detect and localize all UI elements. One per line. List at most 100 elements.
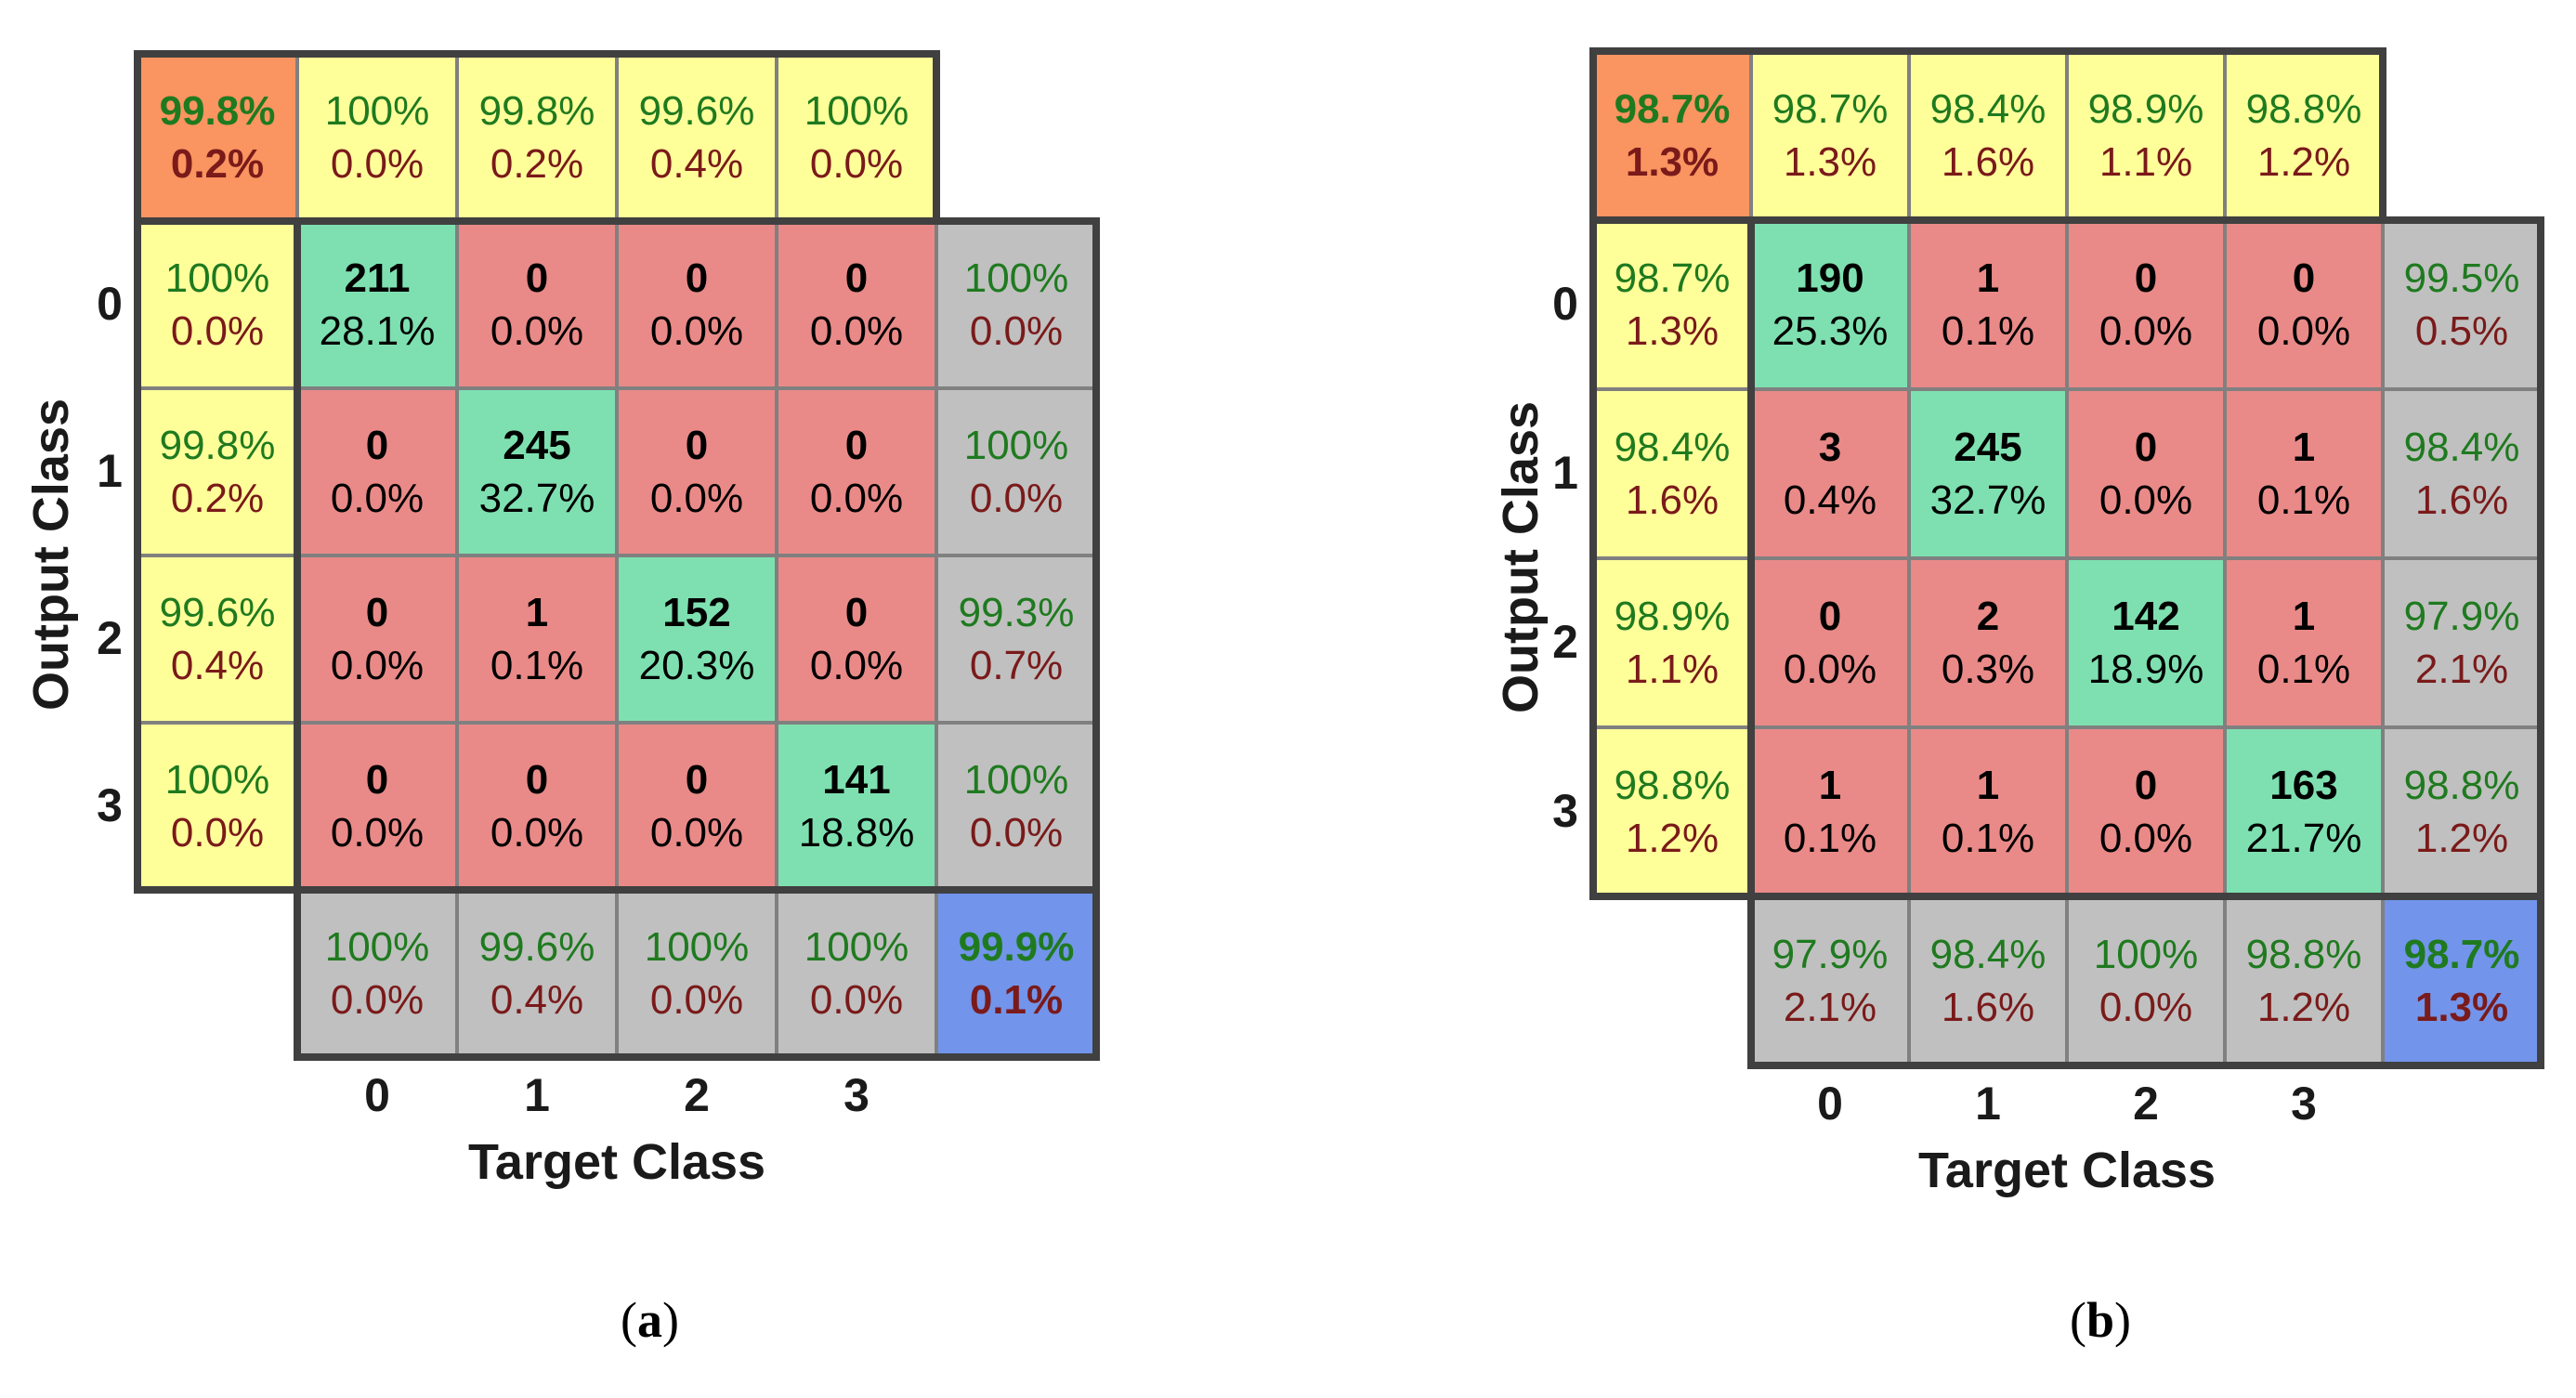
top-summary-cell-text: 0.2% bbox=[490, 141, 584, 187]
bottom-summary-cell-text: 98.4% bbox=[1929, 931, 2046, 977]
off-diagonal-cell-text: 0 bbox=[844, 255, 869, 301]
right-summary-cell-text: 97.9% bbox=[2403, 593, 2520, 639]
off-diagonal-cell-text: 0.1% bbox=[1783, 816, 1877, 861]
top-summary-cell-text: 99.8% bbox=[478, 87, 595, 134]
top-summary-cell-text: 100% bbox=[804, 87, 909, 134]
left-summary-cell-text: 100% bbox=[164, 756, 270, 803]
bottom-summary-cell: 100% 0.0% bbox=[777, 890, 936, 1057]
bottom-summary-cell-text: 100% bbox=[644, 923, 750, 970]
right-summary-cell-text: 2.1% bbox=[2414, 647, 2509, 692]
diagonal-cell: 152 20.3% bbox=[617, 555, 777, 723]
top-summary-cell-text: 98.4% bbox=[1929, 85, 2046, 132]
right-summary-cell-text: 98.4% bbox=[2403, 424, 2520, 470]
output-class-tick: 3 bbox=[1552, 785, 1578, 837]
right-summary-cell-text: 98.8% bbox=[2403, 762, 2520, 808]
output-class-tick: 1 bbox=[97, 445, 123, 497]
diagonal-cell-text: 18.9% bbox=[2087, 647, 2204, 692]
left-summary-cell-text: 99.8% bbox=[159, 422, 276, 468]
off-diagonal-cell-text: 1 bbox=[525, 589, 549, 635]
left-summary-cell: 99.8% 0.2% bbox=[137, 388, 297, 555]
overall-accuracy-cell: 98.7% 1.3% bbox=[2383, 896, 2541, 1065]
right-summary-cell: 100% 0.0% bbox=[936, 221, 1096, 388]
overall-accuracy-cell: 99.9% 0.1% bbox=[936, 890, 1096, 1057]
left-summary-cell: 98.7% 1.3% bbox=[1593, 220, 1751, 389]
diagonal-cell: 142 18.9% bbox=[2067, 558, 2225, 727]
diagonal-cell-text: 32.7% bbox=[1929, 477, 2046, 523]
diagonal-cell: 245 32.7% bbox=[457, 388, 617, 555]
off-diagonal-cell-text: 0 bbox=[525, 756, 549, 803]
off-diagonal-cell-text: 0.4% bbox=[1783, 477, 1877, 523]
output-class-tick: 0 bbox=[1552, 278, 1578, 330]
off-diagonal-cell: 1 0.1% bbox=[457, 555, 617, 723]
bottom-summary-cell-text: 97.9% bbox=[1772, 931, 1889, 977]
target-class-tick: 2 bbox=[2133, 1078, 2159, 1130]
top-summary-cell-text: 1.2% bbox=[2256, 139, 2351, 185]
diagonal-cell: 141 18.8% bbox=[777, 723, 936, 890]
bottom-summary-cell: 98.8% 1.2% bbox=[2225, 896, 2383, 1065]
left-summary-cell: 100% 0.0% bbox=[137, 221, 297, 388]
off-diagonal-cell: 3 0.4% bbox=[1751, 389, 1909, 558]
left-summary-cell-text: 0.2% bbox=[170, 476, 265, 521]
right-summary-cell: 100% 0.0% bbox=[936, 388, 1096, 555]
right-summary-cell-text: 0.5% bbox=[2414, 308, 2509, 354]
top-summary-cell-text: 0.4% bbox=[649, 141, 744, 187]
off-diagonal-cell-text: 0.0% bbox=[809, 308, 904, 354]
left-summary-cell-text: 99.6% bbox=[159, 589, 276, 635]
off-diagonal-cell: 0 0.0% bbox=[617, 723, 777, 890]
left-summary-cell-text: 0.0% bbox=[170, 810, 265, 856]
target-class-tick: 2 bbox=[684, 1069, 710, 1121]
bottom-summary-cell-text: 0.0% bbox=[330, 977, 425, 1023]
target-class-tick: 0 bbox=[364, 1069, 390, 1121]
off-diagonal-cell-text: 0 bbox=[2134, 762, 2158, 808]
target-class-tick: 0 bbox=[1817, 1078, 1843, 1130]
off-diagonal-cell-text: 0.3% bbox=[1941, 647, 2035, 692]
panel-caption: (a) bbox=[621, 1292, 679, 1348]
diagonal-cell-text: 245 bbox=[503, 422, 571, 468]
right-summary-cell-text: 0.7% bbox=[969, 643, 1064, 688]
left-summary-cell-text: 1.6% bbox=[1625, 477, 1720, 523]
right-summary-cell-text: 0.0% bbox=[969, 308, 1064, 354]
diagonal-cell-text: 25.3% bbox=[1772, 308, 1889, 354]
off-diagonal-cell: 0 0.0% bbox=[2067, 220, 2225, 389]
overall-accuracy-cell-text: 1.3% bbox=[2414, 985, 2509, 1030]
top-summary-cell: 98.9% 1.1% bbox=[2067, 51, 2225, 220]
right-summary-cell: 99.3% 0.7% bbox=[936, 555, 1096, 723]
bottom-summary-cell: 100% 0.0% bbox=[2067, 896, 2225, 1065]
top-summary-cell-text: 0.0% bbox=[809, 141, 904, 187]
left-summary-cell-text: 98.8% bbox=[1614, 762, 1731, 808]
off-diagonal-cell-text: 1 bbox=[1976, 762, 2000, 808]
bottom-summary-cell-text: 2.1% bbox=[1783, 985, 1877, 1030]
output-class-tick: 2 bbox=[97, 612, 123, 664]
top-summary-cell-text: 99.6% bbox=[638, 87, 755, 134]
off-diagonal-cell-text: 0.0% bbox=[2099, 308, 2193, 354]
off-diagonal-cell-text: 0.0% bbox=[490, 308, 584, 354]
off-diagonal-cell-text: 0.0% bbox=[2099, 477, 2193, 523]
off-diagonal-cell-text: 0.1% bbox=[2256, 477, 2351, 523]
bottom-summary-cell: 97.9% 2.1% bbox=[1751, 896, 1909, 1065]
bottom-summary-cell-text: 99.6% bbox=[478, 923, 595, 970]
left-summary-cell-text: 1.3% bbox=[1625, 308, 1720, 354]
left-summary-cell-text: 98.4% bbox=[1614, 424, 1731, 470]
top-corner-cell-text: 99.8% bbox=[159, 87, 276, 134]
bottom-summary-cell: 100% 0.0% bbox=[297, 890, 457, 1057]
output-class-tick: 0 bbox=[97, 278, 123, 330]
bottom-summary-cell-text: 0.4% bbox=[490, 977, 584, 1023]
off-diagonal-cell: 0 0.0% bbox=[777, 388, 936, 555]
off-diagonal-cell: 1 0.1% bbox=[1909, 727, 2067, 896]
bottom-summary-cell-text: 100% bbox=[804, 923, 909, 970]
off-diagonal-cell-text: 0.0% bbox=[809, 476, 904, 521]
off-diagonal-cell: 1 0.1% bbox=[1909, 220, 2067, 389]
right-summary-cell-text: 0.0% bbox=[969, 476, 1064, 521]
off-diagonal-cell-text: 0 bbox=[1818, 593, 1842, 639]
off-diagonal-cell: 1 0.1% bbox=[2225, 558, 2383, 727]
diagonal-cell: 190 25.3% bbox=[1751, 220, 1909, 389]
bottom-summary-cell-text: 1.2% bbox=[2256, 985, 2351, 1030]
right-summary-cell: 99.5% 0.5% bbox=[2383, 220, 2541, 389]
off-diagonal-cell-text: 0 bbox=[685, 756, 709, 803]
right-summary-cell: 100% 0.0% bbox=[936, 723, 1096, 890]
top-summary-cell-text: 1.3% bbox=[1783, 139, 1877, 185]
top-summary-cell-text: 98.9% bbox=[2087, 85, 2204, 132]
panel-caption-letter: a bbox=[636, 1292, 662, 1348]
off-diagonal-cell: 2 0.3% bbox=[1909, 558, 2067, 727]
